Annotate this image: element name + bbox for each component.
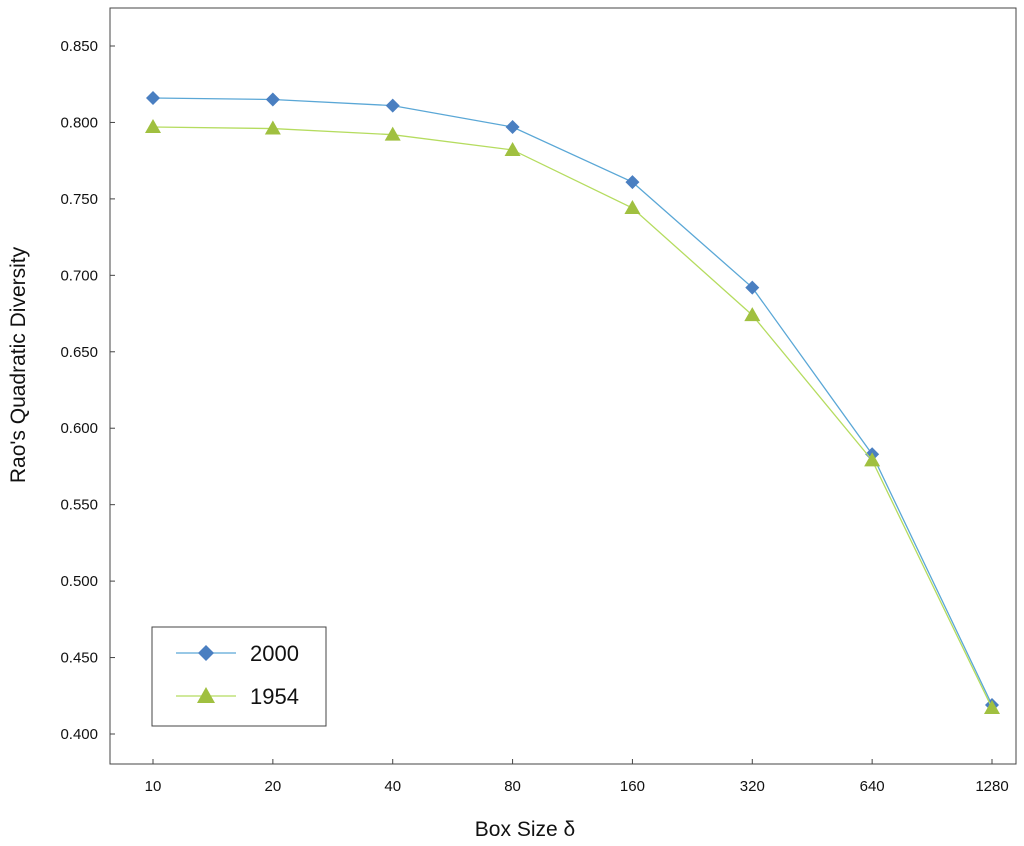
data-point-2000 (745, 280, 760, 295)
y-tick-label: 0.650 (60, 344, 98, 361)
x-tick-label: 160 (620, 778, 645, 795)
x-tick-label: 20 (265, 778, 282, 795)
data-point-1954 (264, 120, 281, 135)
series-line-2000 (152, 97, 993, 706)
data-point-2000 (625, 175, 640, 190)
data-point-1954 (504, 141, 521, 156)
x-tick-label: 1280 (975, 778, 1008, 795)
data-point-1954 (624, 200, 641, 215)
y-axis-title: Rao's Quadratic Diversity (7, 246, 30, 483)
legend-label-2000: 2000 (250, 641, 299, 666)
data-point-1954 (864, 452, 881, 467)
x-axis: 10 20 40 80 160 320 640 1280 (145, 759, 1009, 795)
x-tick-label: 640 (860, 778, 885, 795)
legend: 2000 1954 (151, 626, 327, 727)
y-tick-label: 0.750 (60, 191, 98, 208)
legend-label-1954: 1954 (250, 684, 299, 709)
y-tick-label: 0.400 (60, 726, 98, 743)
data-point-2000 (505, 120, 520, 135)
x-axis-title: Box Size δ (475, 818, 575, 841)
data-point-2000 (385, 98, 400, 113)
y-tick-label: 0.550 (60, 497, 98, 514)
data-point-1954 (744, 307, 761, 322)
series-line-1954 (152, 126, 993, 709)
legend-box (151, 626, 327, 727)
data-point-1954 (145, 119, 161, 134)
y-tick-label: 0.450 (60, 650, 98, 667)
y-tick-label: 0.800 (60, 114, 98, 131)
y-tick-label: 0.850 (60, 38, 98, 55)
data-point-2000 (265, 92, 280, 107)
plot-area (109, 7, 1017, 765)
x-tick-label: 320 (740, 778, 765, 795)
data-point-1954 (984, 700, 1000, 715)
series-layer (145, 90, 1000, 715)
x-tick-label: 80 (504, 778, 521, 795)
data-point-1954 (384, 126, 401, 141)
x-tick-label: 40 (384, 778, 401, 795)
x-tick-label: 10 (145, 778, 162, 795)
data-point-2000 (146, 90, 160, 105)
y-tick-label: 0.600 (60, 420, 98, 437)
y-axis: 0.400 0.450 0.500 0.550 0.600 0.650 0.700 0.750… (60, 38, 115, 743)
legend-marker-2000 (198, 645, 214, 661)
legend-marker-1954 (197, 687, 215, 703)
y-tick-label: 0.500 (60, 573, 98, 590)
y-tick-label: 0.700 (60, 267, 98, 284)
